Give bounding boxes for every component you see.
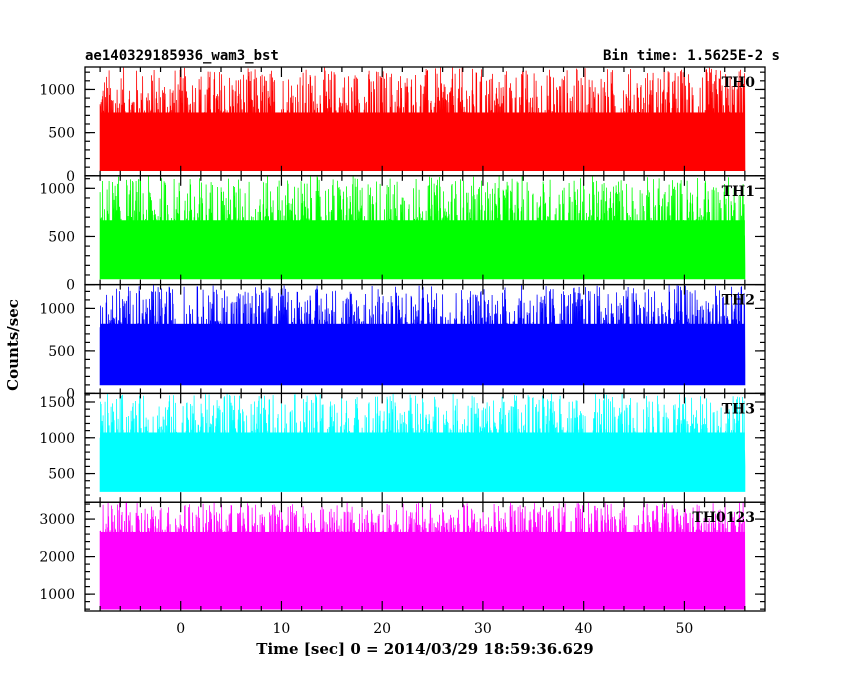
x-tick-label: 40 xyxy=(575,621,593,637)
series-th2-band xyxy=(100,323,745,369)
y-tick-label: 0 xyxy=(66,278,75,294)
plot-title: ae140329185936_wam3_bst xyxy=(85,48,279,64)
y-tick-label: 500 xyxy=(48,126,75,142)
series-th3-band xyxy=(100,432,745,477)
y-tick-label: 2000 xyxy=(39,550,75,566)
series-th1-band xyxy=(100,220,745,265)
panel-label-th1: TH1 xyxy=(722,184,755,200)
x-tick-label: 30 xyxy=(474,621,492,637)
y-tick-label: 3000 xyxy=(39,512,75,528)
x-tick-label: 50 xyxy=(675,621,693,637)
panel-label-th3: TH3 xyxy=(722,401,755,417)
x-tick-label: 20 xyxy=(373,621,391,637)
bin-time-label: Bin time: 1.5625E-2 s xyxy=(603,48,780,64)
series-th0123-band xyxy=(100,531,745,585)
series-th0-band xyxy=(100,112,745,158)
y-tick-label: 1000 xyxy=(39,301,75,317)
panel-label-th0123: TH0123 xyxy=(692,510,755,526)
y-tick-label: 1000 xyxy=(39,181,75,197)
panel-label-th2: TH2 xyxy=(722,293,755,309)
panel-label-th0: TH0 xyxy=(722,75,756,91)
x-tick-label: 0 xyxy=(176,621,185,637)
y-tick-label: 0 xyxy=(66,169,75,185)
y-tick-label: 0 xyxy=(66,386,75,402)
x-tick-label: 10 xyxy=(273,621,291,637)
y-tick-label: 1000 xyxy=(39,587,75,603)
x-axis-title: Time [sec] 0 = 2014/03/29 18:59:36.629 xyxy=(256,640,593,658)
y-tick-label: 500 xyxy=(48,344,75,360)
y-tick-label: 1000 xyxy=(39,82,75,98)
y-tick-label: 1000 xyxy=(39,431,75,447)
y-tick-label: 1500 xyxy=(39,395,75,411)
y-axis-title: Counts/sec xyxy=(4,299,22,391)
y-tick-label: 500 xyxy=(48,229,75,245)
y-tick-label: 500 xyxy=(48,467,75,483)
